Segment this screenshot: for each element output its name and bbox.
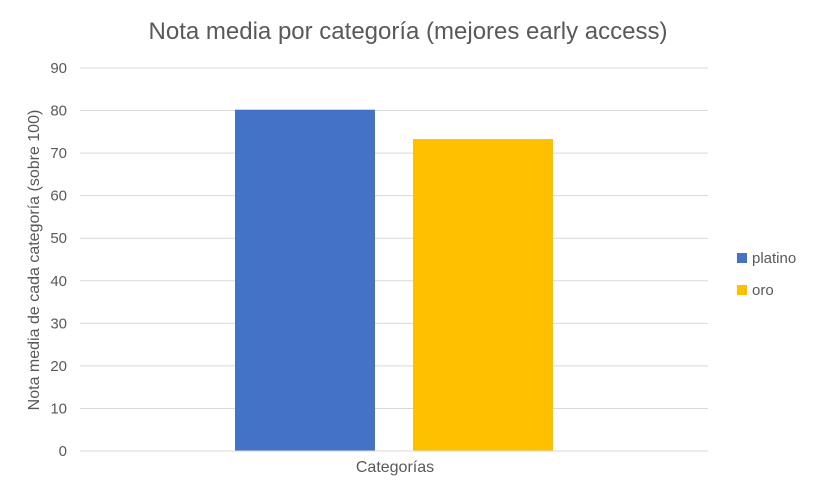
bar-platino — [235, 109, 375, 452]
y-tick-label: 30 — [50, 315, 67, 332]
y-tick-label: 0 — [59, 443, 67, 460]
chart-title: Nota media por categoría (mejores early … — [149, 18, 668, 45]
legend-swatch-oro — [737, 285, 747, 295]
legend-label-oro: oro — [752, 282, 774, 299]
y-axis-label: Nota media de cada categoría (sobre 100) — [26, 110, 43, 411]
y-axis-ticks: 0 10 20 30 40 50 60 70 80 90 — [50, 60, 67, 460]
legend-swatch-platino — [737, 253, 747, 263]
y-tick-label: 90 — [50, 60, 67, 77]
x-axis-label: Categorías — [356, 459, 434, 476]
y-tick-label: 40 — [50, 273, 67, 290]
legend: platino oro — [737, 250, 796, 299]
y-tick-label: 60 — [50, 188, 67, 205]
y-tick-label: 10 — [50, 400, 67, 417]
bar-oro — [413, 139, 553, 451]
gridlines — [80, 67, 708, 409]
y-tick-label: 70 — [50, 145, 67, 162]
y-tick-label: 20 — [50, 358, 67, 375]
y-tick-label: 80 — [50, 103, 67, 120]
legend-label-platino: platino — [752, 250, 796, 267]
y-tick-label: 50 — [50, 230, 67, 247]
bars — [235, 109, 553, 452]
